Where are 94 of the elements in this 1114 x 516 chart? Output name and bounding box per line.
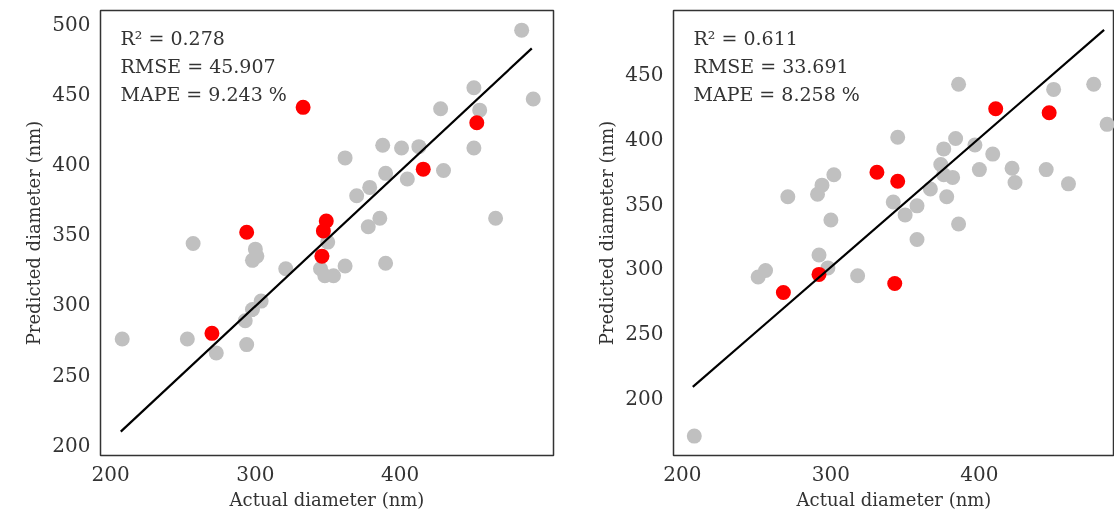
- point: [1007, 175, 1023, 191]
- point: [375, 137, 391, 153]
- point: [472, 102, 488, 118]
- point: [885, 194, 901, 210]
- point: [179, 331, 195, 347]
- point: [349, 188, 365, 204]
- point: [514, 22, 530, 38]
- x-tick-label: 400: [960, 461, 999, 486]
- point: [1060, 176, 1076, 192]
- point: [372, 210, 388, 226]
- x-tick-label: 300: [811, 461, 850, 486]
- point: [378, 255, 394, 271]
- point: [278, 261, 294, 277]
- y-tick-label: 350: [625, 191, 664, 216]
- point: [362, 179, 378, 195]
- point: [951, 216, 967, 232]
- point: [826, 167, 842, 183]
- point: [466, 80, 482, 96]
- point: [114, 331, 130, 347]
- point: [295, 99, 311, 115]
- point: [488, 210, 504, 226]
- point: [869, 164, 885, 180]
- annotation: MAPE = 9.243 %: [120, 82, 287, 105]
- annotation: R² = 0.278: [120, 26, 225, 49]
- point: [1099, 116, 1114, 132]
- point: [850, 268, 866, 284]
- y-tick-label: 400: [52, 152, 91, 177]
- point: [204, 325, 220, 341]
- point: [1038, 162, 1054, 178]
- annotation: MAPE = 8.258 %: [693, 82, 860, 105]
- point: [185, 236, 201, 252]
- point: [433, 101, 449, 117]
- point: [909, 231, 925, 247]
- point: [988, 101, 1004, 117]
- point: [823, 212, 839, 228]
- point: [399, 171, 415, 187]
- point: [360, 219, 376, 235]
- annotation: R² = 0.611: [693, 26, 798, 49]
- point: [810, 186, 826, 202]
- point: [378, 165, 394, 181]
- point: [1046, 81, 1062, 97]
- y-tick-label: 250: [625, 321, 664, 346]
- x-tick-label: 200: [91, 461, 130, 486]
- point: [890, 129, 906, 145]
- annotation: RMSE = 33.691: [693, 54, 849, 77]
- x-tick-label: 400: [381, 461, 420, 486]
- y-tick-label: 250: [52, 362, 91, 387]
- point: [315, 223, 331, 239]
- y-tick-label: 300: [52, 292, 91, 317]
- point: [394, 140, 410, 156]
- y-tick-label: 450: [52, 81, 91, 106]
- point: [909, 198, 925, 214]
- point: [239, 337, 255, 353]
- point: [314, 248, 330, 264]
- point: [758, 263, 774, 278]
- point: [1004, 160, 1020, 176]
- point: [780, 189, 796, 205]
- x-axis-title: Actual diameter (nm): [228, 488, 425, 510]
- point: [469, 115, 485, 131]
- point: [971, 162, 987, 178]
- x-tick-label: 200: [663, 461, 702, 486]
- point: [466, 140, 482, 156]
- point: [951, 76, 967, 92]
- y-tick-label: 200: [625, 385, 664, 410]
- point: [239, 224, 255, 240]
- point: [525, 91, 541, 107]
- y-axis-title: Predicted diameter (nm): [23, 120, 45, 346]
- y-tick-label: 300: [625, 256, 664, 281]
- point: [208, 345, 224, 361]
- point: [939, 189, 955, 205]
- y-tick-label: 500: [52, 11, 91, 36]
- point: [337, 258, 353, 274]
- point: [436, 163, 452, 179]
- y-tick-label: 450: [625, 62, 664, 87]
- annotation: RMSE = 45.907: [120, 54, 276, 77]
- point: [1041, 105, 1057, 121]
- point: [415, 161, 431, 177]
- point: [811, 247, 827, 263]
- point: [897, 207, 913, 223]
- point: [890, 173, 906, 189]
- x-axis-title: Actual diameter (nm): [795, 488, 992, 510]
- y-tick-label: 350: [52, 222, 91, 247]
- x-tick-label: 300: [236, 461, 275, 486]
- y-axis-title: Predicted diameter (nm): [596, 120, 618, 346]
- point: [887, 275, 903, 291]
- y-tick-label: 200: [52, 432, 91, 457]
- point: [1086, 76, 1102, 92]
- y-tick-label: 400: [625, 127, 664, 152]
- point: [985, 146, 1001, 162]
- point: [775, 285, 791, 300]
- point: [686, 428, 702, 444]
- point: [948, 131, 964, 147]
- point: [936, 141, 952, 157]
- point: [337, 150, 353, 166]
